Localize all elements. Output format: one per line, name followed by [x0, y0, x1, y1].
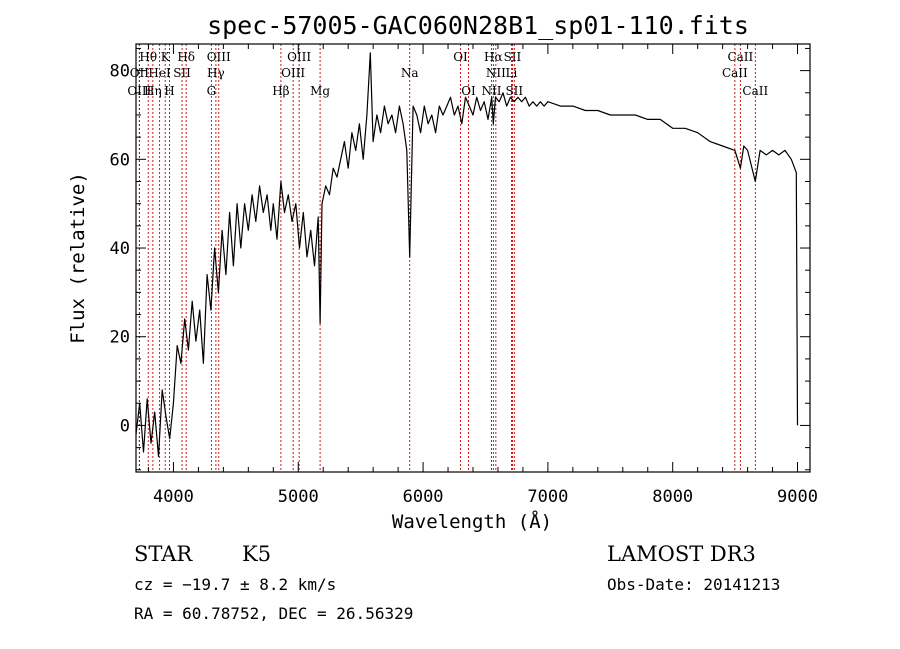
x-tick-label: 6000 — [403, 487, 444, 507]
x-axis-ticks: 4000 5000 6000 7000 8000 9000 — [147, 44, 818, 507]
spectral-line-label: Hβ — [272, 84, 289, 98]
spectral-line-label: HeI — [148, 66, 171, 80]
y-tick-label: 20 — [110, 328, 130, 348]
y-tick-label: 60 — [110, 150, 130, 170]
spectral-line-label: Hη — [144, 84, 162, 98]
spectral-line-label: CaII — [742, 84, 768, 98]
y-tick-label: 40 — [110, 239, 130, 259]
plot-frame — [135, 43, 811, 473]
spectral-line-label: OII — [130, 66, 150, 80]
spectral-line-markers — [138, 44, 756, 472]
y-axis-label: Flux (relative) — [67, 172, 89, 344]
spectral-line-label: OI — [461, 84, 476, 98]
x-tick-label: 9000 — [777, 487, 818, 507]
spectral-line-label: Hδ — [177, 50, 195, 64]
spectral-line-label: OI — [453, 50, 468, 64]
spectral-line-label: G — [207, 84, 217, 98]
y-tick-label: 0 — [120, 416, 130, 436]
chart-title: spec-57005-GAC060N28B1_sp01-110.fits — [207, 11, 749, 40]
spectral-line-label: H — [164, 84, 174, 98]
spectral-line-label: Hγ — [207, 66, 225, 80]
spectral-line-label: NII — [481, 84, 501, 98]
spectral-line-label: SII — [505, 84, 523, 98]
object-class: STAR — [134, 542, 193, 566]
spectral-line-label: Hθ — [139, 50, 157, 64]
spectral-line-label: OIII — [281, 66, 305, 80]
flux-series-line — [135, 52, 799, 458]
spectral-line-label: OIII — [127, 84, 151, 98]
spectral-line-label: SII — [173, 66, 191, 80]
object-subclass: K5 — [242, 542, 271, 566]
obs-date: Obs-Date: 20141213 — [607, 575, 780, 594]
spectral-line-label: CaII — [722, 66, 748, 80]
x-tick-label: 4000 — [153, 487, 194, 507]
coordinates: RA = 60.78752, DEC = 26.56329 — [134, 604, 413, 623]
y-axis-ticks: 0 20 40 60 80 — [110, 47, 810, 471]
spectral-line-label: K — [161, 50, 171, 64]
spectral-line-label: NII — [486, 66, 506, 80]
redshift-info: cz = −19.7 ± 8.2 km/s — [134, 575, 336, 594]
survey-name: LAMOST DR3 — [607, 542, 756, 566]
x-tick-label: 5000 — [278, 487, 319, 507]
spectral-line-label: Hα — [484, 50, 503, 64]
spectral-line-label: OIII — [207, 50, 231, 64]
spectral-line-label: Mg — [310, 84, 330, 98]
x-axis-label: Wavelength (Å) — [392, 510, 552, 533]
x-tick-label: 7000 — [527, 487, 568, 507]
spectral-line-label: CaII — [727, 50, 753, 64]
spectral-line-label: SII — [504, 50, 522, 64]
spectral-line-label: Na — [401, 66, 419, 80]
y-tick-label: 80 — [110, 62, 130, 82]
spectral-line-label: OIII — [287, 50, 311, 64]
x-tick-label: 8000 — [652, 487, 693, 507]
spectral-line-labels: Hθ OII OIII K HeI Hη Hδ SII H OIII Hγ G OIII OIII Hβ Mg… — [127, 50, 768, 98]
spectral-line-label: Li — [506, 66, 518, 80]
